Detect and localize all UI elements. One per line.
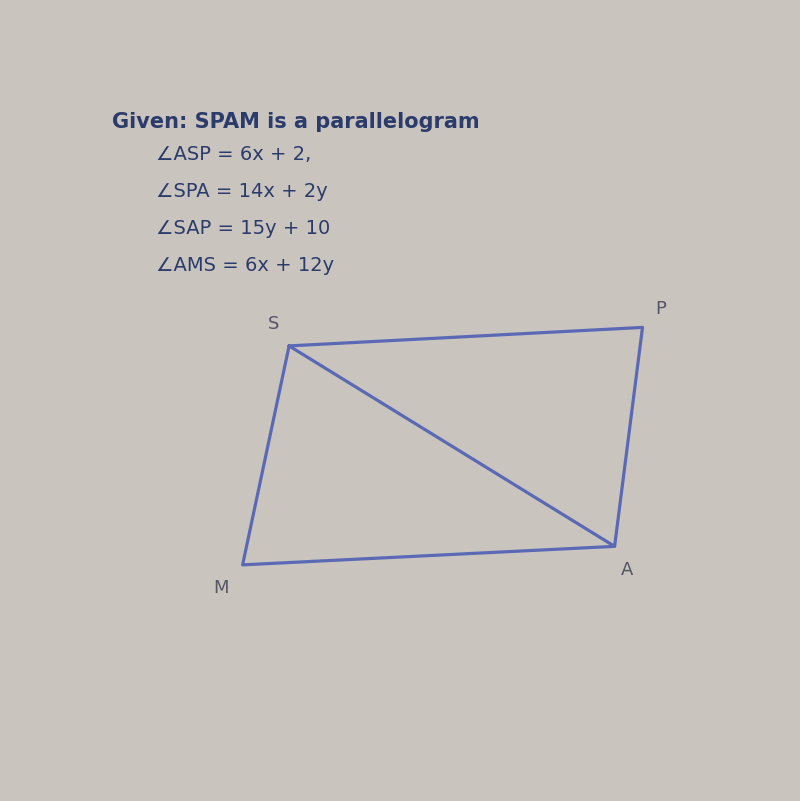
Text: M: M	[213, 579, 229, 598]
Text: ∠ASP = 6x + 2,: ∠ASP = 6x + 2,	[156, 146, 311, 164]
Text: ∠AMS = 6x + 12y: ∠AMS = 6x + 12y	[156, 256, 334, 276]
Text: P: P	[656, 300, 666, 318]
Text: ∠SAP = 15y + 10: ∠SAP = 15y + 10	[156, 219, 330, 239]
Text: S: S	[268, 316, 279, 333]
Text: ∠SPA = 14x + 2y: ∠SPA = 14x + 2y	[156, 183, 327, 202]
Text: Given: SPAM is a parallelogram: Given: SPAM is a parallelogram	[112, 111, 480, 131]
Text: A: A	[621, 561, 633, 579]
